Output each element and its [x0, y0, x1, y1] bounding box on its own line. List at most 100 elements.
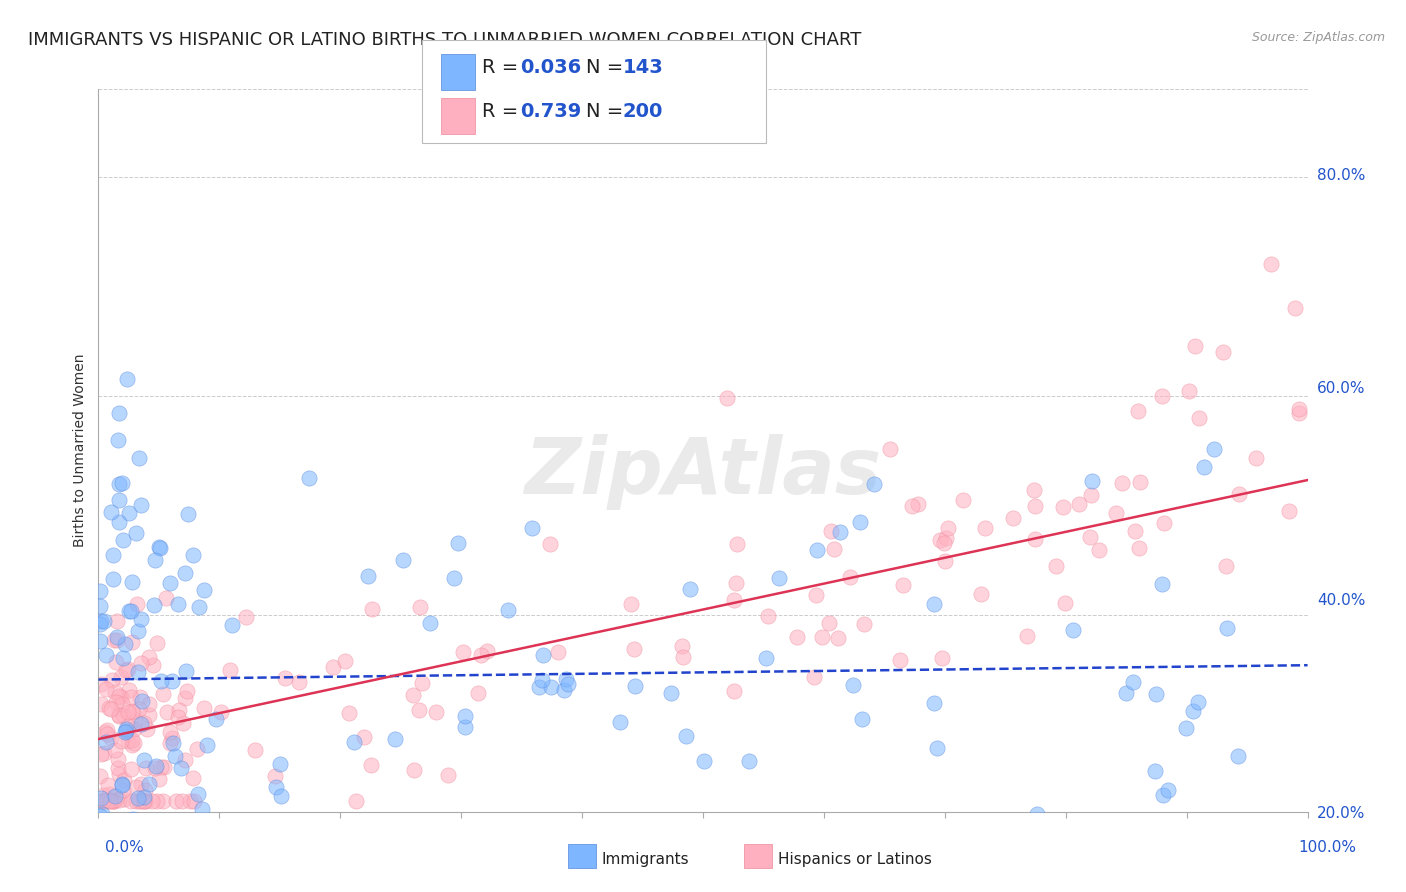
Point [90, 794, 112, 808]
Point [145, 635, 167, 649]
Point [851, 713, 873, 727]
Point [111, 778, 134, 792]
Point [172, 794, 194, 808]
Point [853, 617, 876, 632]
Point [110, 669, 132, 683]
Point [177, 508, 200, 522]
Point [170, 761, 193, 775]
Point [454, 709, 477, 723]
Point [103, 794, 125, 808]
Text: 143: 143 [623, 58, 664, 77]
Point [101, 871, 124, 886]
Text: 200: 200 [623, 102, 664, 121]
Point [1129, 475, 1152, 490]
Point [609, 715, 631, 730]
Point [98, 787, 121, 801]
Point [828, 525, 851, 540]
Point [179, 794, 201, 808]
Point [1215, 559, 1237, 574]
Point [128, 690, 150, 704]
Point [91, 794, 114, 808]
Point [737, 755, 759, 769]
Point [108, 709, 131, 723]
Point [1001, 511, 1024, 525]
Point [811, 631, 834, 645]
Point [1153, 516, 1175, 531]
Point [165, 794, 187, 808]
Point [105, 614, 128, 628]
Point [162, 736, 184, 750]
Point [678, 582, 700, 597]
Point [353, 730, 375, 744]
Point [138, 697, 160, 711]
Point [195, 738, 218, 752]
Point [143, 761, 166, 775]
Point [101, 794, 124, 808]
Point [181, 548, 204, 562]
Point [1215, 621, 1237, 635]
Point [93, 614, 115, 628]
Point [402, 689, 425, 703]
Point [107, 516, 129, 530]
Point [94, 724, 117, 739]
Text: 100.0%: 100.0% [1299, 840, 1357, 855]
Point [623, 642, 645, 657]
Point [96, 727, 118, 741]
Point [553, 683, 575, 698]
Point [134, 716, 156, 731]
Point [929, 533, 952, 548]
Point [89, 584, 111, 599]
Point [138, 650, 160, 665]
Point [623, 679, 645, 693]
Point [173, 691, 195, 706]
Point [159, 576, 181, 591]
Point [91, 788, 114, 802]
Point [101, 548, 124, 562]
Point [786, 630, 808, 644]
Point [104, 743, 127, 757]
Point [128, 702, 150, 716]
Point [243, 743, 266, 757]
Point [1212, 345, 1234, 359]
Point [135, 761, 157, 775]
Point [132, 753, 155, 767]
Point [907, 497, 929, 511]
Point [121, 704, 143, 718]
Point [127, 791, 149, 805]
Point [221, 618, 243, 632]
Point [128, 451, 150, 466]
Point [1288, 406, 1310, 420]
Point [89, 769, 111, 783]
Point [135, 794, 157, 808]
Point [806, 543, 828, 558]
Point [1052, 500, 1074, 515]
Point [128, 794, 150, 808]
Point [1152, 788, 1174, 802]
Point [167, 703, 190, 717]
Point [437, 768, 460, 782]
Point [104, 789, 127, 804]
Point [409, 599, 432, 614]
Point [108, 690, 131, 704]
Point [204, 712, 226, 726]
Point [134, 794, 156, 808]
Point [93, 794, 115, 808]
Point [138, 707, 160, 722]
Point [112, 651, 135, 665]
Point [103, 633, 125, 648]
Point [723, 684, 745, 698]
Point [94, 735, 117, 749]
Point [1227, 486, 1250, 500]
Point [659, 685, 682, 699]
Point [725, 575, 748, 590]
Point [1126, 404, 1149, 418]
Point [89, 634, 111, 648]
Point [818, 615, 841, 630]
Point [803, 670, 825, 684]
Text: 0.036: 0.036 [520, 58, 582, 77]
Point [1053, 596, 1076, 610]
Point [1024, 500, 1046, 514]
Point [183, 794, 205, 808]
Point [111, 697, 134, 711]
Point [723, 593, 745, 607]
